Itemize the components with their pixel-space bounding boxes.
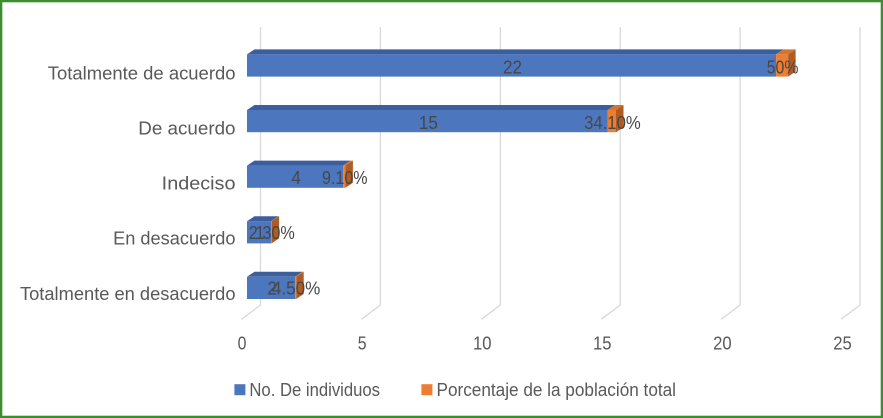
- svg-text:4.50%: 4.50%: [272, 277, 320, 298]
- svg-text:Indeciso: Indeciso: [162, 172, 236, 193]
- svg-text:20: 20: [713, 332, 732, 353]
- svg-text:0: 0: [238, 332, 247, 353]
- svg-text:5: 5: [358, 332, 367, 353]
- svg-text:2.30%: 2.30%: [249, 222, 295, 243]
- svg-text:4: 4: [291, 167, 301, 188]
- svg-text:10: 10: [473, 332, 492, 353]
- svg-text:Totalmente de acuerdo: Totalmente de acuerdo: [48, 62, 236, 83]
- svg-text:22: 22: [503, 56, 522, 77]
- svg-text:1: 1: [255, 222, 265, 243]
- svg-text:25: 25: [833, 332, 852, 353]
- svg-text:9.10%: 9.10%: [322, 167, 368, 188]
- svg-text:Porcentaje de la población tot: Porcentaje de la población total: [437, 379, 677, 400]
- svg-text:50%: 50%: [767, 56, 799, 77]
- svg-text:Totalmente en desacuerdo: Totalmente en desacuerdo: [20, 283, 236, 304]
- svg-text:No. De individuos: No. De individuos: [249, 379, 380, 400]
- svg-text:2: 2: [267, 277, 277, 298]
- svg-text:15: 15: [593, 332, 612, 353]
- svg-text:En desacuerdo: En desacuerdo: [113, 227, 235, 248]
- svg-text:De acuerdo: De acuerdo: [138, 117, 235, 138]
- svg-text:15: 15: [419, 112, 438, 133]
- svg-text:34.10%: 34.10%: [584, 112, 641, 133]
